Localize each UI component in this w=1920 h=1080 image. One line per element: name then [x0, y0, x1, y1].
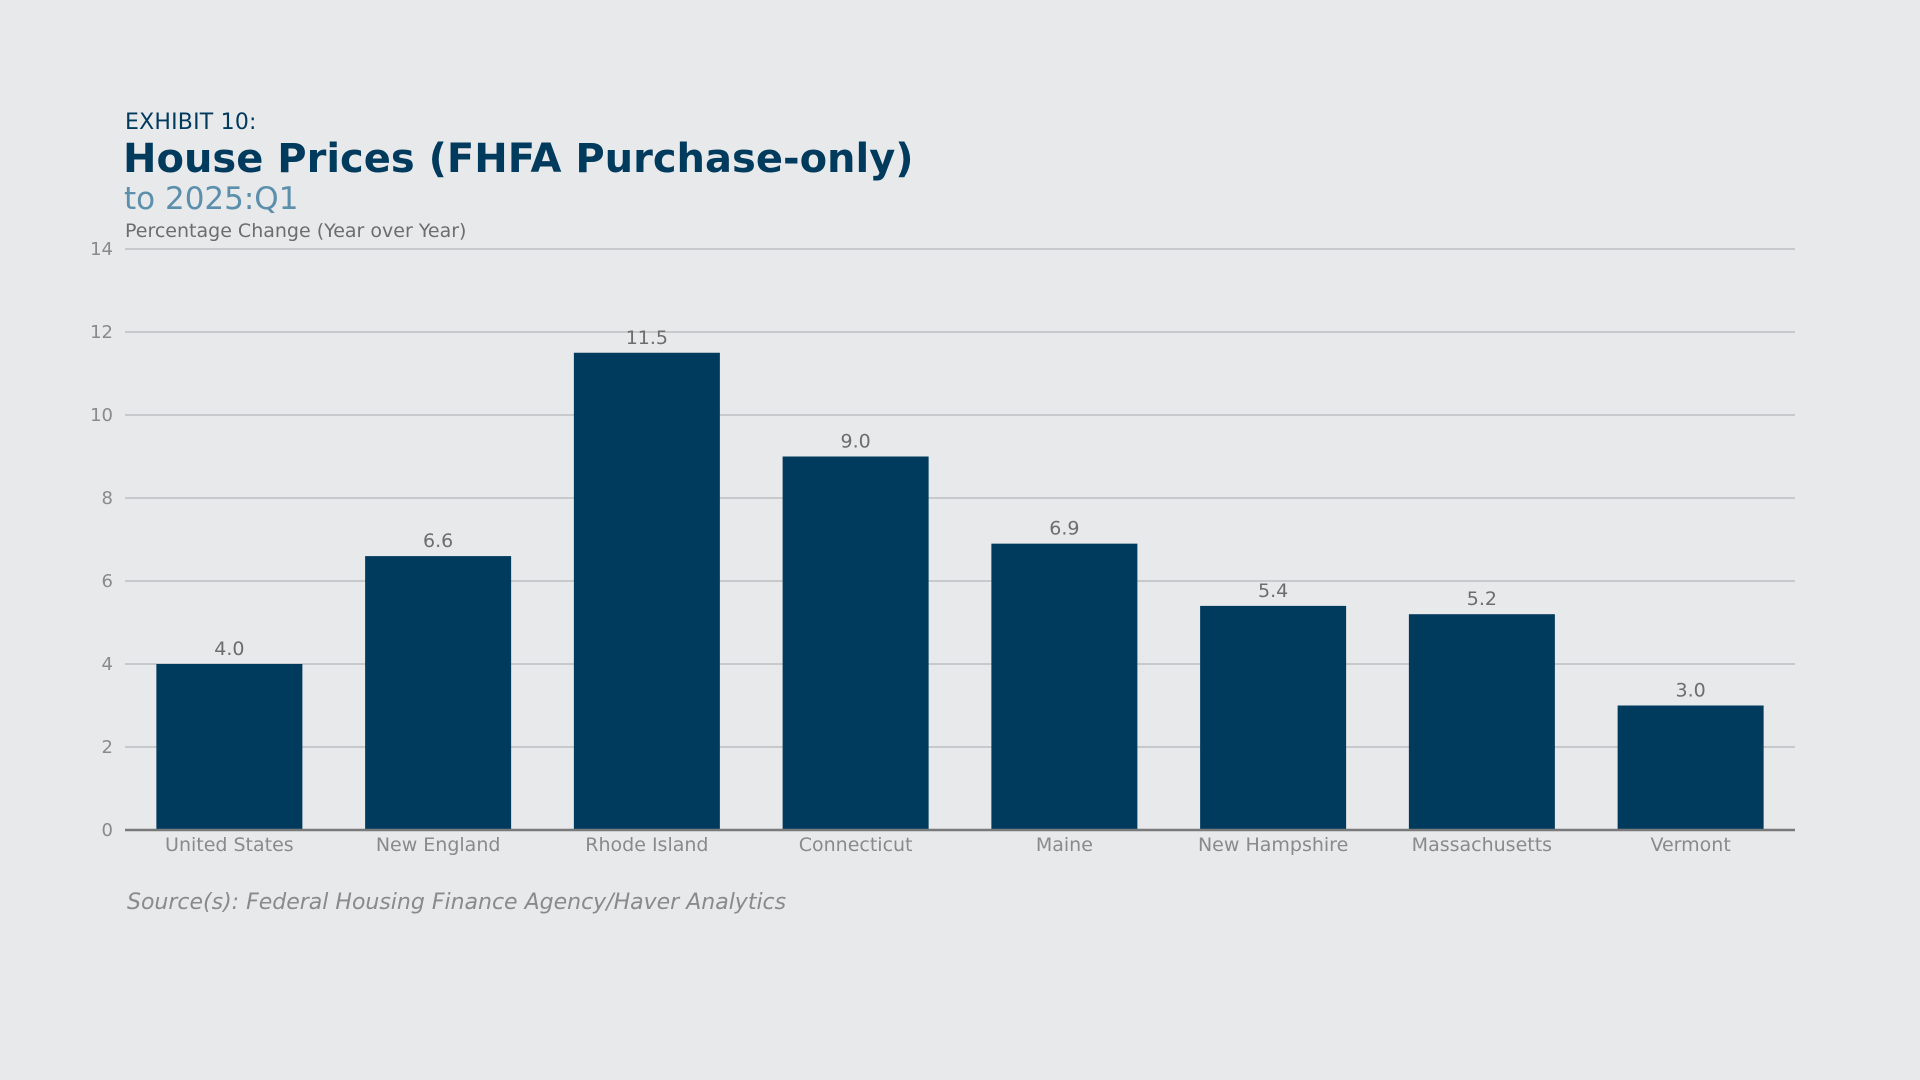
y-tick-label: 4	[102, 654, 113, 675]
data-label: 6.9	[1049, 518, 1079, 540]
data-label: 5.4	[1258, 580, 1288, 602]
x-tick-label: Connecticut	[799, 834, 913, 856]
data-label: 6.6	[423, 530, 453, 552]
x-tick-label: Vermont	[1650, 834, 1730, 856]
chart-title: House Prices (FHFA Purchase-only)	[123, 136, 914, 182]
data-label: 5.2	[1467, 588, 1497, 610]
bar	[156, 664, 303, 830]
bar	[573, 352, 720, 830]
x-tick-label: New Hampshire	[1198, 834, 1348, 856]
x-tick-label: New England	[376, 834, 501, 856]
y-tick-label: 0	[102, 820, 113, 841]
y-tick-label: 6	[102, 571, 113, 592]
y-tick-label: 10	[90, 405, 113, 426]
x-tick-label: Rhode Island	[585, 834, 708, 856]
data-label: 9.0	[841, 431, 871, 453]
labels: 0 2 4 6 8 10 12 14 4.0 United States 6.6 New Englan…	[90, 239, 1731, 856]
x-tick-label: Maine	[1036, 834, 1093, 856]
data-label: 4.0	[214, 638, 244, 660]
y-tick-label: 2	[102, 737, 113, 758]
data-label: 11.5	[626, 327, 668, 349]
x-tick-label: Massachusetts	[1412, 834, 1552, 856]
data-label: 3.0	[1676, 680, 1706, 702]
y-tick-label: 14	[90, 239, 113, 260]
bar	[991, 543, 1138, 830]
x-tick-label: United States	[165, 834, 294, 856]
exhibit-label: EXHIBIT 10:	[125, 110, 257, 135]
bar	[1617, 705, 1764, 830]
source-note: Source(s): Federal Housing Finance Agenc…	[127, 890, 787, 915]
y-axis-label: Percentage Change (Year over Year)	[125, 220, 467, 242]
bar	[365, 556, 512, 830]
chart-subtitle: to 2025:Q1	[124, 181, 299, 217]
bar	[1408, 614, 1555, 830]
bar	[1200, 605, 1347, 830]
y-tick-label: 8	[102, 488, 113, 509]
y-tick-label: 12	[90, 322, 113, 343]
bars	[125, 352, 1795, 832]
bar	[782, 456, 929, 830]
